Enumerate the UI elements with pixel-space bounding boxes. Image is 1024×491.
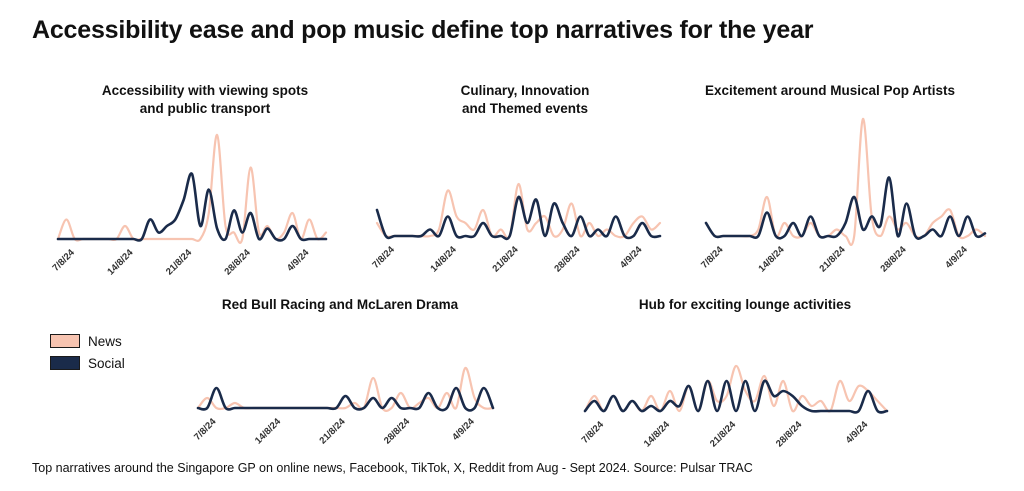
legend: News Social <box>50 331 125 375</box>
legend-swatch-social <box>50 356 80 370</box>
panel-3-chart: 7/8/24 14/8/24 21/8/24 28/8/24 4/9/24 <box>699 117 987 275</box>
panel-5-chart: 7/8/24 14/8/24 21/8/24 28/8/24 4/9/24 <box>580 364 889 450</box>
panel-2-title-line-2: and Themed events <box>461 101 589 117</box>
panel-4-xtick-3: 28/8/24 <box>382 416 413 447</box>
panel-5-title: Hub for exciting lounge activities <box>585 296 905 314</box>
panel-2-xtick-3: 28/8/24 <box>552 244 583 275</box>
panel-3-xtick-1: 14/8/24 <box>756 244 787 275</box>
panel-2-social-line <box>375 195 662 241</box>
panel-1-title: Accessibility with viewing spots and pub… <box>60 82 350 118</box>
panel-2-xtick-0: 7/8/24 <box>370 244 397 271</box>
legend-swatch-news <box>50 334 80 348</box>
panel-2-chart: 7/8/24 14/8/24 21/8/24 28/8/24 4/9/24 <box>370 182 662 275</box>
panel-5-news-line <box>583 364 889 413</box>
panel-4-xtick-4: 4/9/24 <box>450 416 477 443</box>
panel-1-xtick-1: 14/8/24 <box>105 247 136 278</box>
panel-3-title: Excitement around Musical Pop Artists <box>685 82 975 100</box>
panel-4-social-line <box>196 386 495 412</box>
panel-2-news-line <box>375 182 662 240</box>
panel-2-xtick-1: 14/8/24 <box>429 244 460 275</box>
footer-source-note: Top narratives around the Singapore GP o… <box>32 461 753 475</box>
panel-4-title-line-1: Red Bull Racing and McLaren Drama <box>221 297 459 312</box>
panel-4-xtick-0: 7/8/24 <box>192 416 219 443</box>
page-title: Accessibility ease and pop music define … <box>32 16 814 44</box>
panel-3-xtick-4: 4/9/24 <box>943 244 970 271</box>
panel-3-xtick-2: 21/8/24 <box>817 244 848 275</box>
panel-5-xtick-4: 4/9/24 <box>844 419 871 446</box>
panel-1-social-line <box>56 172 328 242</box>
panel-4-xtick-1: 14/8/24 <box>253 416 284 447</box>
panel-3-xtick-3: 28/8/24 <box>878 244 909 275</box>
panel-1-news-line <box>56 133 328 244</box>
legend-item-news: News <box>50 331 125 351</box>
panel-2-xtick-4: 4/9/24 <box>618 244 645 271</box>
panel-1-xtick-0: 7/8/24 <box>50 247 77 274</box>
legend-label-social: Social <box>88 355 125 371</box>
legend-label-news: News <box>88 333 122 349</box>
panel-1-chart: 7/8/24 14/8/24 21/8/24 28/8/24 4/9/24 <box>50 133 328 278</box>
panel-1-xtick-2: 21/8/24 <box>164 247 195 278</box>
panel-5-xtick-3: 28/8/24 <box>774 419 805 450</box>
panel-4-xtick-2: 21/8/24 <box>317 416 348 447</box>
panel-4-title: Red Bull Racing and McLaren Drama <box>180 296 500 314</box>
panel-3-social-line <box>704 176 987 240</box>
panel-1-title-line-2: and public transport <box>139 101 271 117</box>
panel-2-title: Culinary, Innovation and Themed events <box>375 82 675 118</box>
panel-2-xtick-2: 21/8/24 <box>490 244 521 275</box>
panel-3-news-line <box>704 117 987 246</box>
panel-5-social-line <box>583 379 889 414</box>
panel-5-title-line-1: Hub for exciting lounge activities <box>638 297 852 312</box>
panel-1-xtick-3: 28/8/24 <box>223 247 254 278</box>
panel-5-xtick-2: 21/8/24 <box>708 419 739 450</box>
panel-3-xtick-0: 7/8/24 <box>699 244 726 271</box>
panel-1-title-line-1: Accessibility with viewing spots <box>101 83 309 98</box>
panel-3-title-line-1: Excitement around Musical Pop Artists <box>704 83 956 98</box>
panel-5-xtick-1: 14/8/24 <box>642 419 673 450</box>
panel-2-title-line-1: Culinary, Innovation <box>460 83 590 98</box>
panel-4-chart: 7/8/24 14/8/24 21/8/24 28/8/24 4/9/24 <box>192 366 495 447</box>
legend-item-social: Social <box>50 353 125 373</box>
panel-1-xtick-4: 4/9/24 <box>285 247 312 274</box>
panel-5-xtick-0: 7/8/24 <box>580 419 607 446</box>
